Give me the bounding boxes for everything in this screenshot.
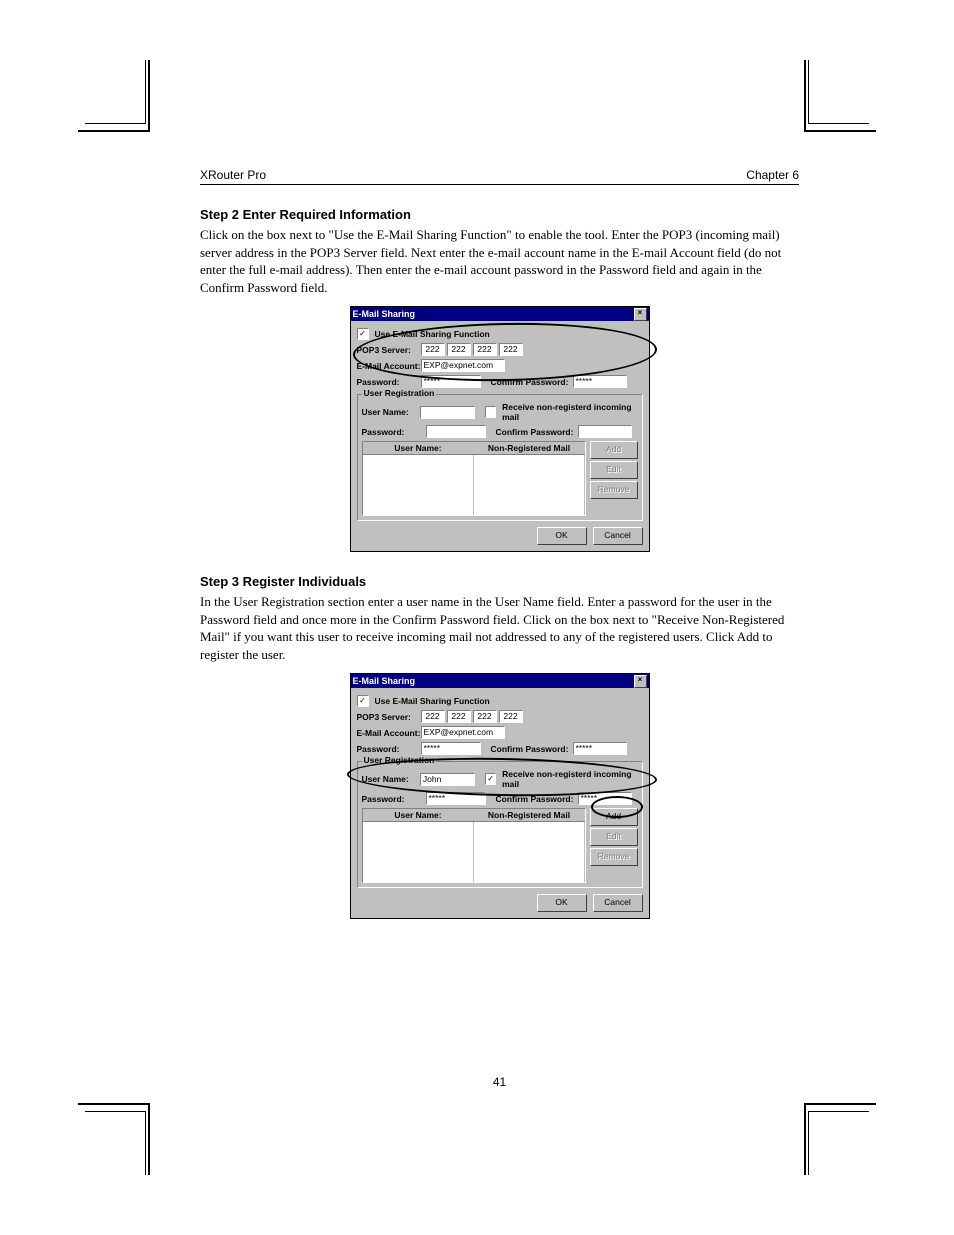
email-sharing-dialog-2: E-Mail Sharing × ✓ Use E-Mail Sharing Fu… xyxy=(350,673,650,919)
confirm-password-label: Confirm Password: xyxy=(491,744,571,754)
account-input[interactable]: EXP@expnet.com xyxy=(421,726,505,739)
page-number: 41 xyxy=(200,1075,799,1089)
runhead-right: Chapter 6 xyxy=(746,168,799,182)
list-col-username: User Name: xyxy=(363,809,474,822)
dialog-title: E-Mail Sharing xyxy=(353,309,416,319)
crop-mark xyxy=(85,1111,146,1175)
list-col-nonreg: Non-Registered Mail xyxy=(474,442,585,455)
user-list: User Name: Non-Registered Mail xyxy=(362,441,586,516)
dialog-titlebar: E-Mail Sharing × xyxy=(351,307,649,321)
ok-button[interactable]: OK xyxy=(537,527,587,545)
step2-body: Click on the box next to "Use the E-Mail… xyxy=(200,226,799,296)
account-label: E-Mail Account: xyxy=(357,361,419,371)
step3-body: In the User Registration section enter a… xyxy=(200,593,799,663)
user-confirm-label: Confirm Password: xyxy=(496,794,576,804)
page-body: XRouter Pro Chapter 6 Step 2 Enter Requi… xyxy=(200,168,799,1087)
list-col-nonreg: Non-Registered Mail xyxy=(474,809,585,822)
account-label: E-Mail Account: xyxy=(357,728,419,738)
password-label: Password: xyxy=(357,377,419,387)
list-area-1[interactable] xyxy=(363,455,474,515)
username-label: User Name: xyxy=(362,774,418,784)
user-registration-title: User Registration xyxy=(362,755,437,765)
password-label: Password: xyxy=(357,744,419,754)
add-button[interactable]: Add xyxy=(590,808,638,826)
crop-mark xyxy=(85,60,146,124)
receive-nonreg-label: Receive non-registerd incoming mail xyxy=(502,402,637,422)
password-input[interactable]: ***** xyxy=(421,742,481,755)
receive-nonreg-label: Receive non-registerd incoming mail xyxy=(502,769,637,789)
pop3-seg-2[interactable]: 222 xyxy=(447,343,471,356)
enable-label: Use E-Mail Sharing Function xyxy=(375,696,490,706)
runhead-left: XRouter Pro xyxy=(200,168,266,182)
username-input[interactable] xyxy=(420,406,475,419)
edit-button[interactable]: Edit xyxy=(590,461,638,479)
step3-title: Step 3 Register Individuals xyxy=(200,574,799,589)
user-confirm-input[interactable]: ***** xyxy=(578,792,632,805)
crop-mark xyxy=(808,1111,869,1175)
list-area-1[interactable] xyxy=(363,822,474,882)
pop3-label: POP3 Server: xyxy=(357,345,419,355)
username-label: User Name: xyxy=(362,407,418,417)
user-password-input[interactable] xyxy=(426,425,486,438)
pop3-seg-3[interactable]: 222 xyxy=(473,343,497,356)
list-area-2[interactable] xyxy=(474,455,585,515)
edit-button[interactable]: Edit xyxy=(590,828,638,846)
running-head: XRouter Pro Chapter 6 xyxy=(200,168,799,182)
add-button[interactable]: Add xyxy=(590,441,638,459)
pop3-label: POP3 Server: xyxy=(357,712,419,722)
pop3-seg-4[interactable]: 222 xyxy=(499,710,523,723)
close-icon[interactable]: × xyxy=(634,308,647,321)
cancel-button[interactable]: Cancel xyxy=(593,527,643,545)
dialog-title: E-Mail Sharing xyxy=(353,676,416,686)
remove-button[interactable]: Remove xyxy=(590,481,638,499)
username-input[interactable]: John xyxy=(420,773,475,786)
pop3-seg-1[interactable]: 222 xyxy=(421,343,445,356)
enable-row: ✓ Use E-Mail Sharing Function xyxy=(357,328,643,340)
list-col-username: User Name: xyxy=(363,442,474,455)
confirm-password-input[interactable]: ***** xyxy=(573,375,627,388)
password-input[interactable]: ***** xyxy=(421,375,481,388)
user-registration-group: User Registration User Name: Receive non… xyxy=(357,394,643,521)
ok-button[interactable]: OK xyxy=(537,894,587,912)
step2-title: Step 2 Enter Required Information xyxy=(200,207,799,222)
dialog-titlebar: E-Mail Sharing × xyxy=(351,674,649,688)
account-input[interactable]: EXP@expnet.com xyxy=(421,359,505,372)
enable-checkbox[interactable]: ✓ xyxy=(357,328,369,340)
user-registration-title: User Registration xyxy=(362,388,437,398)
pop3-seg-2[interactable]: 222 xyxy=(447,710,471,723)
pop3-seg-1[interactable]: 222 xyxy=(421,710,445,723)
user-confirm-input[interactable] xyxy=(578,425,632,438)
user-password-input[interactable]: ***** xyxy=(426,792,486,805)
user-password-label: Password: xyxy=(362,427,424,437)
pop3-seg-4[interactable]: 222 xyxy=(499,343,523,356)
enable-label: Use E-Mail Sharing Function xyxy=(375,329,490,339)
crop-mark xyxy=(808,60,869,124)
user-password-label: Password: xyxy=(362,794,424,804)
user-registration-group: User Registration User Name: John ✓ Rece… xyxy=(357,761,643,888)
enable-checkbox[interactable]: ✓ xyxy=(357,695,369,707)
receive-nonreg-checkbox[interactable] xyxy=(485,406,496,418)
user-confirm-label: Confirm Password: xyxy=(496,427,576,437)
user-list: User Name: Non-Registered Mail xyxy=(362,808,586,883)
close-icon[interactable]: × xyxy=(634,675,647,688)
cancel-button[interactable]: Cancel xyxy=(593,894,643,912)
receive-nonreg-checkbox[interactable]: ✓ xyxy=(485,773,496,785)
confirm-password-label: Confirm Password: xyxy=(491,377,571,387)
remove-button[interactable]: Remove xyxy=(590,848,638,866)
email-sharing-dialog-1: E-Mail Sharing × ✓ Use E-Mail Sharing Fu… xyxy=(350,306,650,552)
pop3-seg-3[interactable]: 222 xyxy=(473,710,497,723)
confirm-password-input[interactable]: ***** xyxy=(573,742,627,755)
list-area-2[interactable] xyxy=(474,822,585,882)
